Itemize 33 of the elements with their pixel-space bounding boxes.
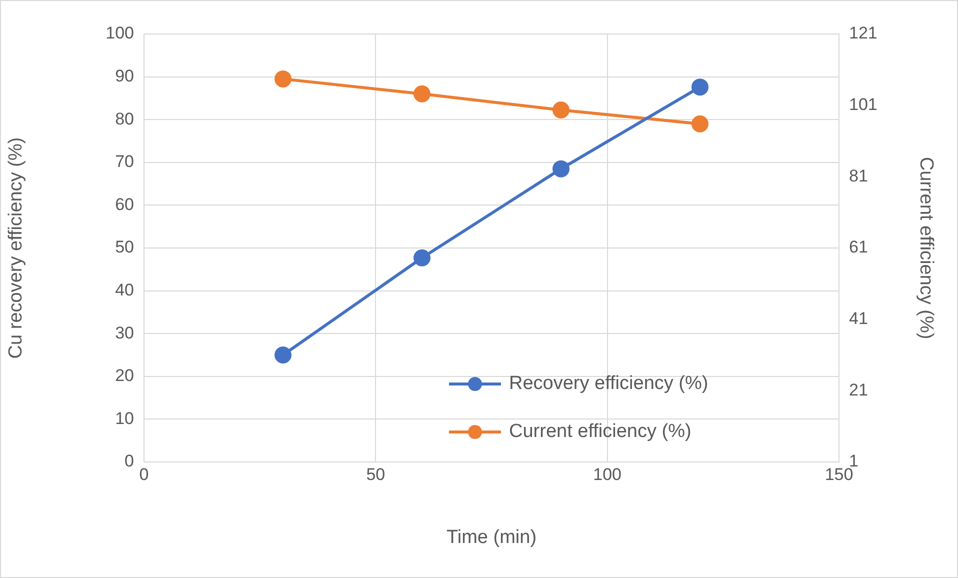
point [692,115,708,132]
y-tick-label: 80 [115,109,134,128]
y-tick-label: 40 [115,280,134,300]
y-tick-label: 50 [115,238,134,257]
point [552,160,570,178]
legend-label: Current efficiency (%) [509,421,692,442]
y-tick-label: 20 [115,366,134,386]
y2-tick-label: 101 [849,95,878,114]
point [274,346,292,364]
y2-tick-label: 81 [849,166,868,186]
point [274,70,292,88]
point [414,249,430,266]
y-tick-label: 30 [115,323,134,342]
y-tick-label: 10 [115,408,134,428]
x-tick-label: 0 [139,464,149,484]
y-tick-label: 60 [115,194,134,214]
legend-label: Recovery efficiency (%) [509,373,708,394]
y-axis-title: Cu recovery efficiency (%) [6,137,27,359]
y2-tick-label: 61 [849,238,868,257]
y2-tick-label: 21 [849,380,868,400]
point [414,85,430,102]
y-tick-label: 70 [115,152,134,172]
point [552,101,570,118]
y2-tick-label: 41 [849,309,868,328]
y-tick-label: 90 [115,66,134,86]
x-tick-label: 50 [366,464,386,484]
x-axis-title: Time (min) [446,526,537,548]
y2-axis-title: Current efficiency (%) [915,156,936,340]
y-tick-label: 0 [124,452,134,471]
y2-tick-label: 121 [849,24,878,43]
y-tick-label: 100 [106,24,134,43]
point [692,78,708,96]
x-tick-label: 100 [593,464,622,484]
